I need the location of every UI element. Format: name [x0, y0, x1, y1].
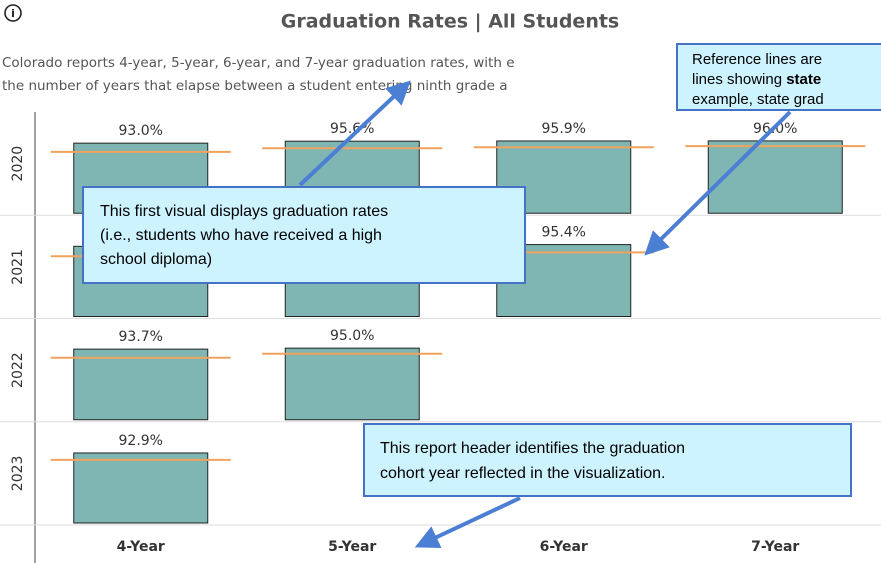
- callout: This report header identifies the gradua…: [363, 423, 852, 497]
- value-label: 95.4%: [542, 225, 586, 241]
- subtitle: Colorado reports 4-year, 5-year, 6-year,…: [2, 55, 515, 71]
- bar: [707, 140, 843, 214]
- callout-text: school diploma): [100, 251, 212, 268]
- callout-text: This report header identifies the gradua…: [380, 440, 685, 457]
- callout: Reference lines are lines showing state …: [676, 43, 881, 111]
- x-tick-label: 5-Year: [328, 539, 376, 555]
- arrows: [298, 80, 792, 549]
- value-label: 93.7%: [119, 329, 163, 345]
- callout-text: (i.e., students who have received a high: [100, 227, 382, 244]
- value-label: 93.0%: [119, 123, 163, 139]
- info-icon[interactable]: i: [4, 4, 22, 22]
- x-tick-label: 6-Year: [540, 539, 588, 555]
- value-label: 92.9%: [119, 433, 163, 449]
- row-label: 2022: [10, 352, 26, 388]
- row-label: 2021: [10, 249, 26, 285]
- subtitle: the number of years that elapse between …: [2, 78, 508, 94]
- callout-text: state: [786, 71, 821, 88]
- bar: [73, 452, 209, 524]
- bar: [284, 347, 420, 421]
- value-label: 95.9%: [542, 121, 586, 137]
- callout-text: lines showing: [692, 71, 786, 88]
- callout-text: lines showing state: [692, 71, 821, 88]
- title: Graduation Rates | All Students: [281, 11, 619, 33]
- x-tick-label: 7-Year: [751, 539, 799, 555]
- bar: [73, 348, 209, 421]
- svg-text:i: i: [11, 7, 15, 20]
- row-label: 2023: [10, 456, 26, 492]
- x-tick-label: 4-Year: [117, 539, 165, 555]
- value-label: 95.0%: [330, 328, 374, 344]
- callout-text: cohort year reflected in the visualizati…: [380, 465, 665, 482]
- callout: This first visual displays graduation ra…: [82, 186, 526, 284]
- callout-text: This first visual displays graduation ra…: [100, 203, 388, 220]
- callout-text: example, state grad: [692, 91, 824, 108]
- callout-text: Reference lines are: [692, 51, 822, 68]
- row-label: 2020: [10, 146, 26, 182]
